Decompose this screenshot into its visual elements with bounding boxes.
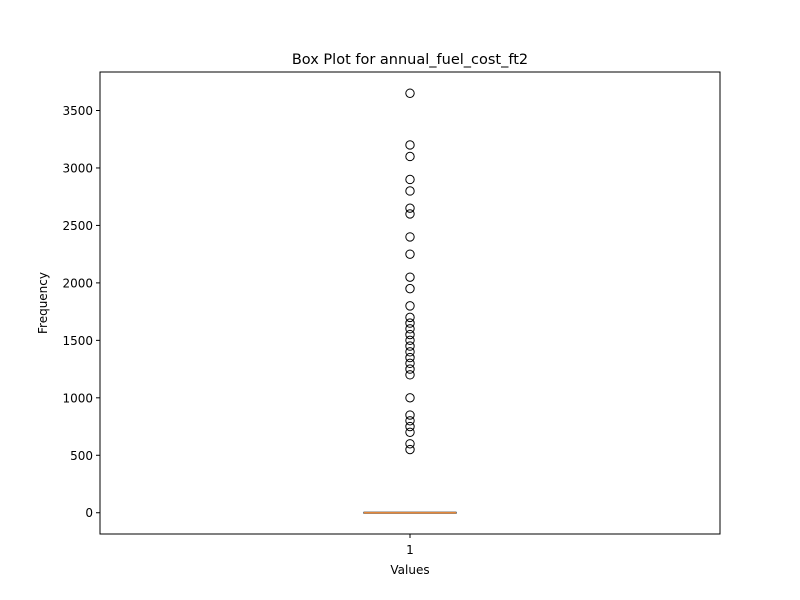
y-tick-label: 2000: [62, 276, 93, 290]
plot-area: [363, 88, 457, 514]
outlier-point: [405, 272, 415, 282]
outlier-point: [405, 341, 415, 351]
outlier-point: [405, 203, 415, 213]
y-tick-label: 500: [70, 449, 93, 463]
outlier-point: [405, 444, 415, 455]
x-tick-label: 1: [406, 543, 414, 557]
outlier-point: [405, 416, 415, 426]
outlier-point: [405, 301, 415, 311]
y-tick-label: 1000: [62, 391, 93, 405]
outlier-point: [405, 88, 415, 98]
outlier-point: [405, 283, 415, 294]
outlier-point: [405, 347, 415, 357]
x-axis: 1: [406, 534, 414, 557]
outlier-point: [405, 324, 415, 334]
y-tick-label: 3000: [62, 161, 93, 175]
outlier-point: [405, 232, 415, 242]
outlier-point: [405, 421, 415, 432]
outlier-point: [405, 370, 415, 380]
chart-title: Box Plot for annual_fuel_cost_ft2: [292, 52, 528, 68]
outlier-point: [405, 329, 415, 340]
y-tick-label: 0: [85, 506, 93, 520]
outlier-point: [405, 393, 415, 403]
outlier-point: [405, 186, 415, 196]
y-tick-label: 1500: [62, 334, 93, 348]
outlier-point: [405, 312, 415, 323]
y-axis-label: Frequency: [36, 272, 50, 334]
outlier-point: [405, 174, 415, 185]
y-tick-label: 3500: [62, 104, 93, 118]
outlier-point: [405, 352, 415, 363]
outlier-point: [405, 140, 415, 150]
outlier-point: [405, 249, 415, 259]
outlier-point: [405, 209, 415, 219]
outlier-point: [405, 151, 415, 162]
outlier-point: [405, 358, 415, 369]
outlier-point: [405, 439, 415, 449]
outlier-point: [405, 318, 415, 328]
y-axis: 0 500 1000 1500 2000 2500 3000 3500: [62, 104, 100, 520]
outlier-point: [405, 427, 415, 437]
y-tick-label: 2500: [62, 219, 93, 233]
outlier-point: [405, 364, 415, 374]
x-axis-label: Values: [390, 563, 429, 577]
outlier-point: [405, 410, 415, 420]
outlier-point: [405, 335, 415, 346]
